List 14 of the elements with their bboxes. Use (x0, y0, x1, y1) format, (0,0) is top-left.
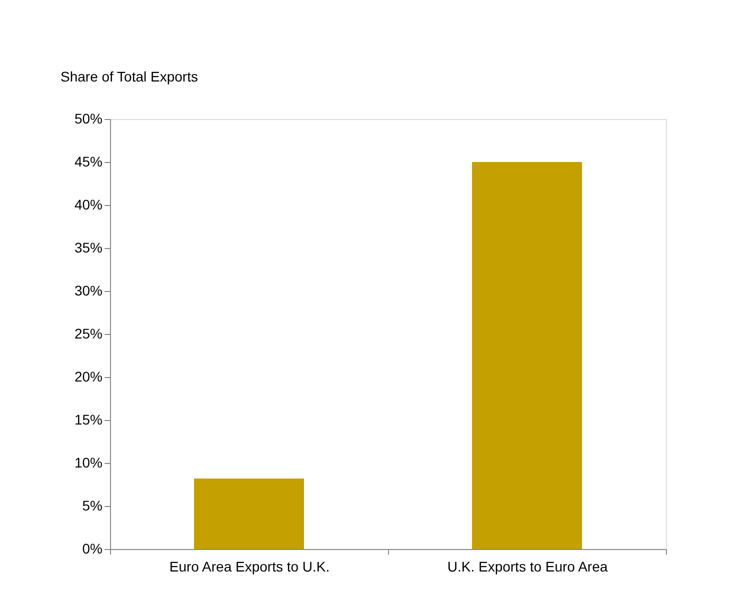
x-tick-label: U.K. Exports to Euro Area (447, 558, 608, 574)
x-tick-label: Euro Area Exports to U.K. (169, 558, 330, 574)
y-tick-label: 25% (74, 326, 102, 342)
y-tick-label: 20% (74, 368, 102, 384)
y-tick-label: 5% (82, 498, 102, 514)
y-tick-label: 35% (74, 240, 102, 256)
y-tick-label: 50% (74, 110, 102, 126)
y-tick-label: 40% (74, 196, 102, 212)
y-tick-label: 10% (74, 454, 102, 470)
y-tick-label: 45% (74, 154, 102, 170)
y-tick-label: 30% (74, 282, 102, 298)
y-tick-label: 0% (82, 540, 102, 556)
y-tick-label: 15% (74, 412, 102, 428)
y-axis-title: Share of Total Exports (60, 68, 198, 84)
